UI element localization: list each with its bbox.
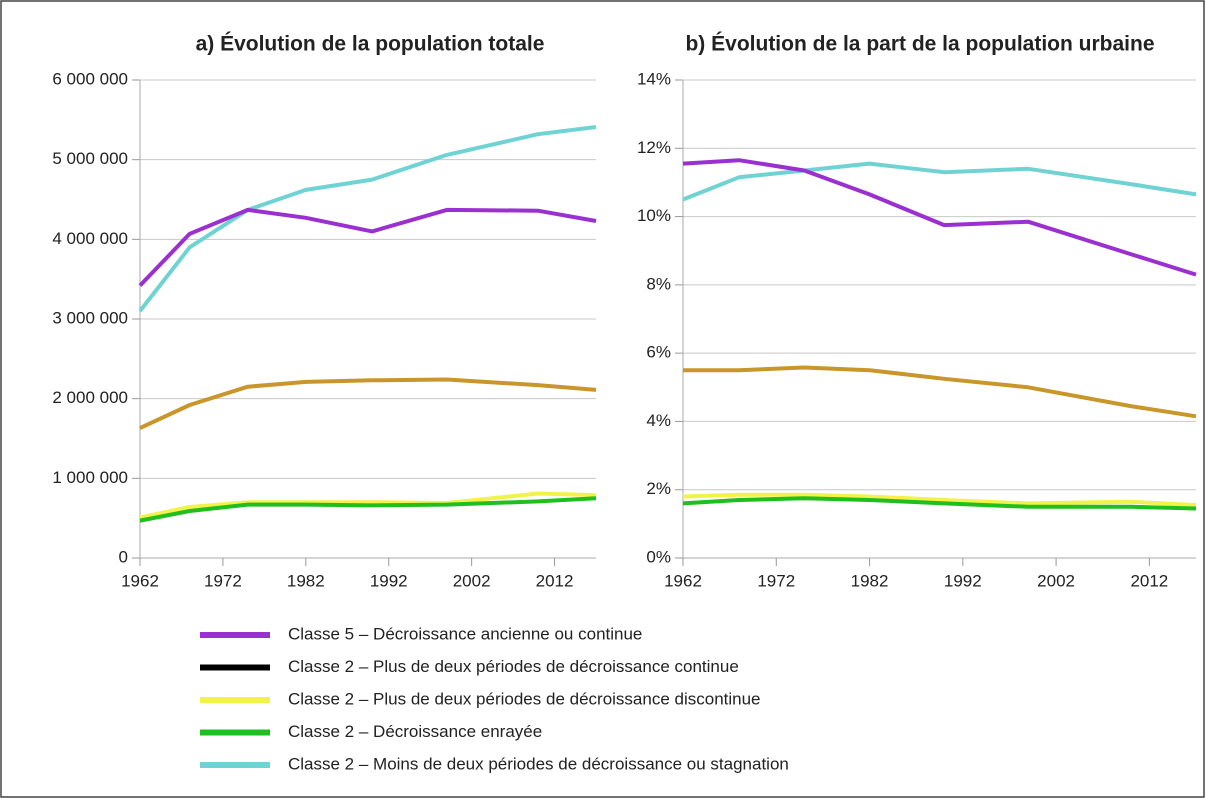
chart-title: b) Évolution de la part de la population… xyxy=(685,33,1154,56)
series-line xyxy=(139,377,597,430)
legend-label: Classe 2 – Plus de deux périodes de décr… xyxy=(288,689,761,708)
series-line xyxy=(682,158,1197,277)
legend-label: Classe 2 – Moins de deux périodes de déc… xyxy=(288,754,789,773)
x-tick-label: 2002 xyxy=(453,571,491,590)
y-tick-label: 2% xyxy=(646,479,671,498)
y-tick-label: 10% xyxy=(637,206,671,225)
x-tick-label: 1972 xyxy=(204,571,242,590)
series-line xyxy=(138,207,597,287)
y-tick-label: 4 000 000 xyxy=(52,229,128,248)
x-tick-label: 1992 xyxy=(370,571,408,590)
x-tick-label: 2012 xyxy=(536,571,574,590)
legend-label: Classe 2 – Plus de deux périodes de décr… xyxy=(288,657,739,676)
y-tick-label: 12% xyxy=(637,138,671,157)
y-tick-label: 5 000 000 xyxy=(52,149,128,168)
series-line xyxy=(682,496,1197,511)
y-tick-label: 14% xyxy=(637,69,671,88)
x-tick-label: 1962 xyxy=(664,571,702,590)
series-line xyxy=(682,161,1197,202)
x-tick-label: 1982 xyxy=(287,571,325,590)
y-tick-label: 3 000 000 xyxy=(52,308,128,327)
x-tick-label: 1972 xyxy=(757,571,795,590)
y-tick-label: 1 000 000 xyxy=(52,468,128,487)
x-tick-label: 2002 xyxy=(1037,571,1075,590)
legend-label: Classe 2 – Décroissance enrayée xyxy=(288,722,542,741)
y-tick-label: 8% xyxy=(646,274,671,293)
y-tick-label: 6% xyxy=(646,343,671,362)
chart-title: a) Évolution de la population totale xyxy=(196,33,545,56)
y-tick-label: 0% xyxy=(646,547,671,566)
series-line xyxy=(139,496,597,523)
series-line xyxy=(138,125,597,313)
y-tick-label: 4% xyxy=(646,411,671,430)
series-line xyxy=(682,492,1197,508)
y-tick-label: 2 000 000 xyxy=(52,388,128,407)
series-line xyxy=(139,491,597,520)
y-tick-label: 6 000 000 xyxy=(52,69,128,88)
x-tick-label: 1992 xyxy=(944,571,982,590)
x-tick-label: 1962 xyxy=(121,571,159,590)
x-tick-label: 2012 xyxy=(1130,571,1168,590)
y-tick-label: 0 xyxy=(119,547,128,566)
series-line xyxy=(683,365,1197,419)
legend-label: Classe 5 – Décroissance ancienne ou cont… xyxy=(288,624,642,643)
x-tick-label: 1982 xyxy=(851,571,889,590)
